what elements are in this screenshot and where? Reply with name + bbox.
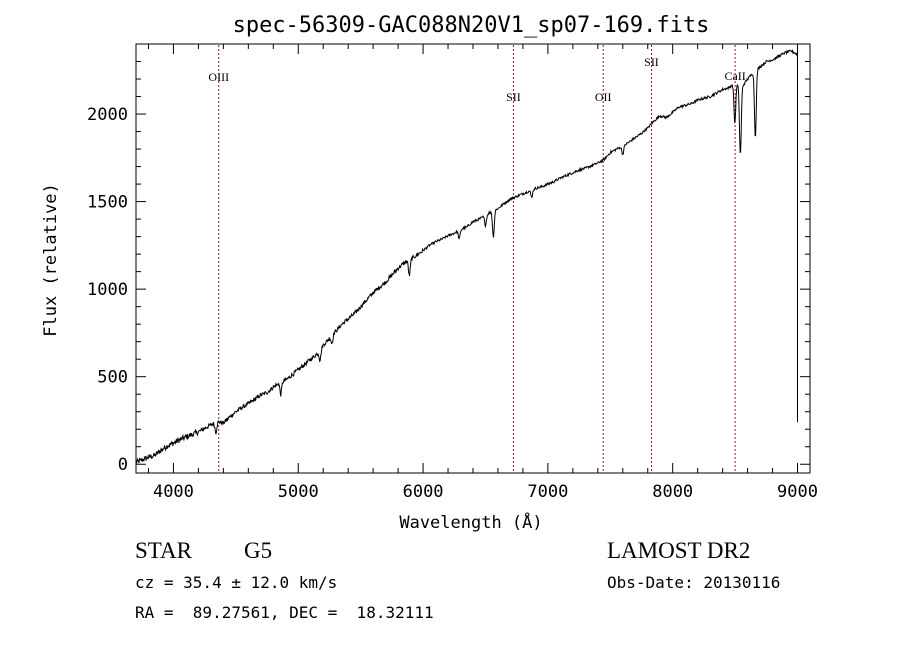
y-tick-label: 1500	[87, 193, 128, 213]
coordinates-text: RA = 89.27561, DEC = 18.32111	[135, 603, 434, 622]
y-tick-label: 1000	[87, 280, 128, 300]
x-tick-label: 9000	[777, 482, 818, 502]
survey-name: LAMOST DR2	[607, 538, 751, 563]
x-tick-label: 7000	[527, 482, 568, 502]
spectrum-line	[135, 48, 798, 464]
obs-date-text: Obs-Date: 20130116	[607, 573, 781, 592]
x-axis-label: Wavelength (Å)	[399, 511, 542, 533]
y-tick-label: 0	[118, 455, 128, 475]
object-subclass: G5	[244, 538, 273, 563]
x-tick-label: 5000	[278, 482, 319, 502]
line-annotations: OIII SII OII SII CaII	[208, 45, 746, 472]
redshift-text: cz = 35.4 ± 12.0 km/s	[135, 573, 338, 592]
annotation-label: OII	[595, 90, 612, 104]
x-tick-label: 4000	[153, 482, 194, 502]
y-tick-label: 500	[97, 368, 128, 388]
y-axis: 0 500 1000 1500 2000	[87, 61, 810, 475]
y-tick-label: 2000	[87, 105, 128, 125]
annotation-label: OIII	[208, 70, 229, 84]
x-axis: 4000 5000 6000 7000 8000 9000	[147, 44, 818, 502]
y-axis-label: Flux (relative)	[41, 183, 61, 337]
x-tick-label: 8000	[652, 482, 693, 502]
plot-frame	[135, 43, 811, 474]
annotation-label: SII	[506, 90, 521, 104]
x-tick-label: 6000	[403, 482, 444, 502]
object-class: STAR	[135, 538, 192, 563]
annotation-label: SII	[644, 55, 659, 69]
chart-title: spec-56309-GAC088N20V1_sp07-169.fits	[233, 13, 710, 38]
annotation-label: CaII	[724, 69, 745, 83]
